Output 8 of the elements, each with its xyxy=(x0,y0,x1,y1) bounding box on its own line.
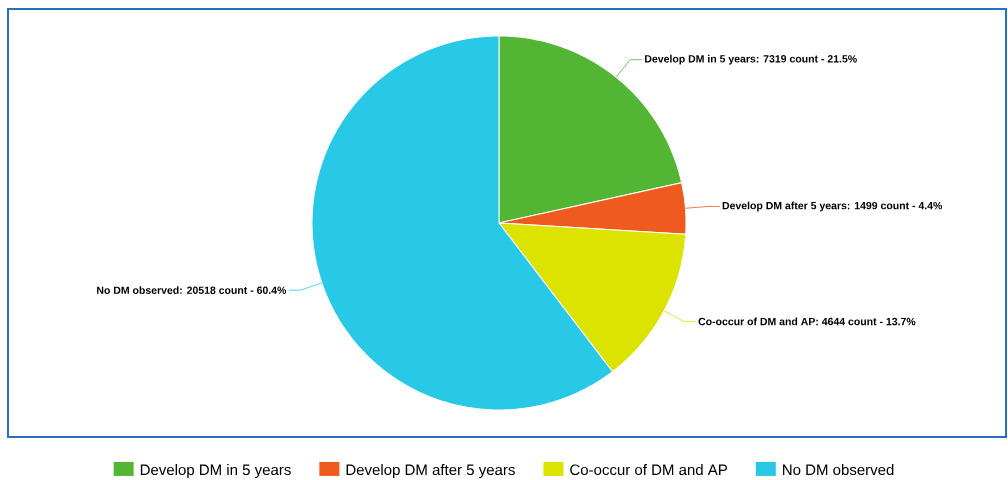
data-label: Develop DM after 5 years: 1499 count - 4.4% xyxy=(722,201,943,212)
data-label: Develop DM in 5 years: 7319 count - 21.5% xyxy=(645,54,857,65)
data-label: No DM observed: 20518 count - 60.4% xyxy=(97,286,287,294)
legend-label: Co-occur of DM and AP xyxy=(570,464,727,476)
data-label: Co-occur of DM and AP: 4644 count - 13.7% xyxy=(698,317,916,326)
legend-label: Develop DM after 5 years xyxy=(346,464,515,479)
legend-label: Develop DM in 5 years xyxy=(140,464,291,479)
legend-label: No DM observed xyxy=(783,464,894,476)
